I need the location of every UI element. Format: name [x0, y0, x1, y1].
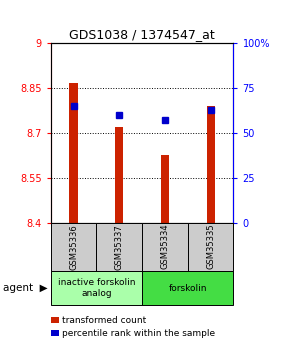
Text: agent  ▶: agent ▶	[3, 283, 48, 293]
Text: GSM35334: GSM35334	[160, 224, 169, 269]
Title: GDS1038 / 1374547_at: GDS1038 / 1374547_at	[69, 28, 215, 41]
Bar	[161, 155, 169, 223]
Bar	[188, 223, 233, 271]
Bar	[142, 223, 188, 271]
Bar	[96, 223, 142, 271]
Bar	[142, 271, 233, 305]
Bar	[51, 223, 96, 271]
Text: forskolin: forskolin	[168, 284, 207, 293]
Bar	[115, 127, 123, 223]
Text: GSM35337: GSM35337	[115, 224, 124, 269]
Text: inactive forskolin
analog: inactive forskolin analog	[58, 278, 135, 298]
Text: GSM35336: GSM35336	[69, 224, 78, 269]
Bar	[70, 83, 78, 223]
Bar	[51, 271, 142, 305]
Bar	[206, 106, 215, 223]
Text: percentile rank within the sample: percentile rank within the sample	[62, 329, 215, 338]
Text: GSM35335: GSM35335	[206, 224, 215, 269]
Text: transformed count: transformed count	[62, 316, 147, 325]
